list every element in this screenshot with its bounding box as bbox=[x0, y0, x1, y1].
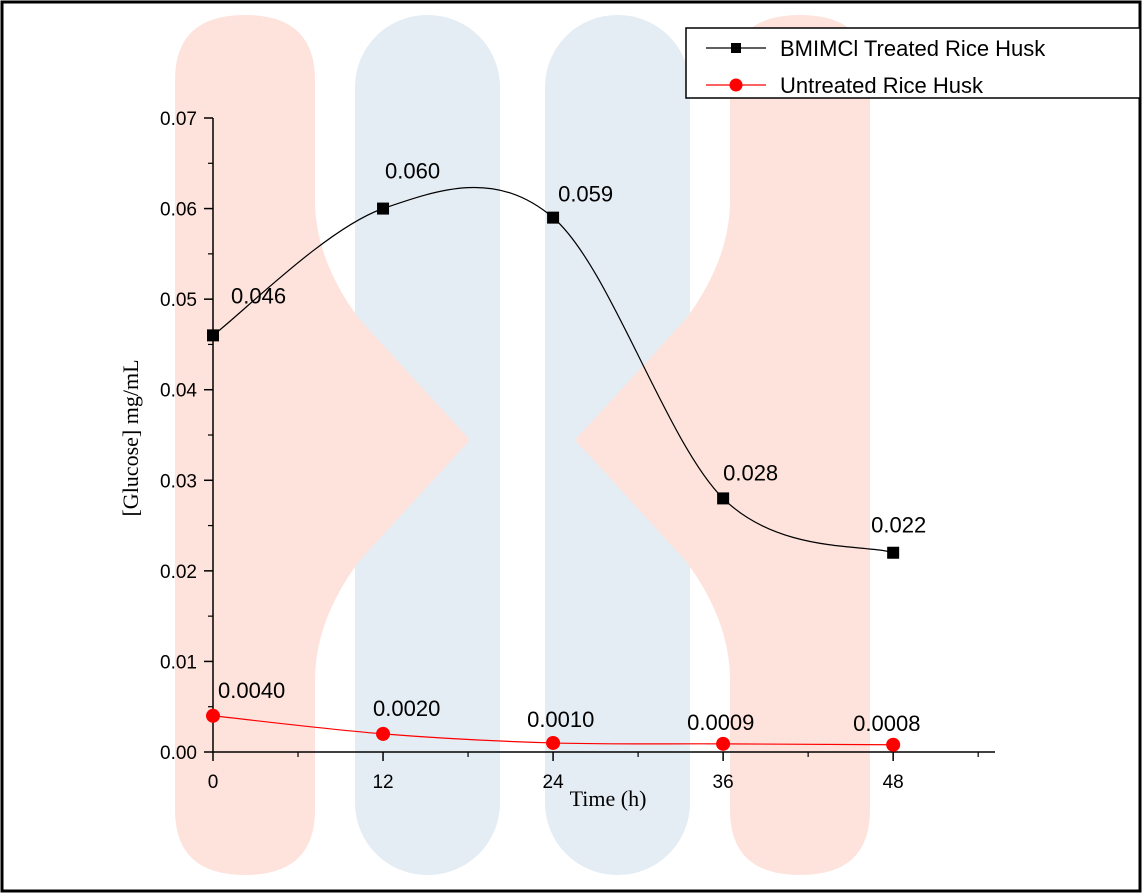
data-label: 0.046 bbox=[231, 283, 286, 308]
data-label: 0.0010 bbox=[527, 707, 594, 732]
data-point-circle bbox=[886, 737, 901, 752]
data-label: 0.059 bbox=[558, 182, 613, 207]
legend-label-series-0: BMIMCl Treated Rice Husk bbox=[780, 36, 1046, 61]
y-tick-label: 0.00 bbox=[160, 743, 197, 764]
series-1: 0.0040 0.0020 0.0010 0.0009 0.0008 bbox=[206, 678, 920, 752]
series-0: 0.046 0.060 0.059 0.028 0.022 bbox=[207, 159, 926, 559]
data-point-square bbox=[547, 211, 560, 224]
data-point-square bbox=[887, 546, 900, 559]
legend-box bbox=[685, 27, 1141, 99]
y-tick-label: 0.01 bbox=[160, 652, 197, 673]
y-tick-label: 0.07 bbox=[160, 109, 197, 130]
axis-ticks bbox=[204, 117, 979, 761]
watermark-k-left bbox=[175, 15, 470, 875]
y-tick-label: 0.02 bbox=[160, 562, 197, 583]
legend: BMIMCl Treated Rice Husk Untreated Rice … bbox=[685, 27, 1141, 99]
legend-label-series-1: Untreated Rice Husk bbox=[780, 73, 984, 98]
y-tick-label: 0.06 bbox=[160, 200, 197, 221]
data-point-circle bbox=[716, 736, 731, 751]
data-point-circle bbox=[206, 708, 220, 723]
tick-labels: 0.00 0.01 0.02 0.03 0.04 0.05 0.06 0.07 0 12 24 36 4… bbox=[160, 109, 904, 793]
y-axis-label: [Glucose] mg/mL bbox=[118, 359, 143, 516]
x-tick-label: 12 bbox=[372, 772, 393, 793]
watermark-k-right bbox=[575, 15, 870, 875]
data-point-circle bbox=[376, 726, 391, 741]
data-point-square bbox=[207, 329, 219, 342]
x-tick-label: 24 bbox=[543, 772, 565, 793]
series-line-0 bbox=[212, 187, 894, 554]
data-label: 0.0009 bbox=[687, 710, 754, 735]
y-tick-label: 0.03 bbox=[160, 471, 197, 492]
data-label: 0.0040 bbox=[218, 678, 285, 703]
data-label: 0.060 bbox=[385, 159, 440, 184]
data-label: 0.0020 bbox=[373, 696, 440, 721]
data-point-circle bbox=[546, 735, 561, 750]
data-label: 0.022 bbox=[871, 513, 926, 538]
data-label: 0.028 bbox=[723, 460, 778, 485]
logo-watermark bbox=[175, 15, 870, 875]
legend-marker-series-1 bbox=[729, 78, 743, 92]
y-tick-label: 0.05 bbox=[160, 290, 197, 311]
legend-marker-series-0 bbox=[731, 43, 741, 53]
data-point-square bbox=[717, 492, 730, 505]
x-tick-label: 0 bbox=[208, 772, 219, 793]
data-label: 0.0008 bbox=[853, 711, 920, 736]
x-tick-label: 36 bbox=[713, 772, 734, 793]
x-axis-label: Time (h) bbox=[570, 786, 647, 811]
data-point-square bbox=[377, 202, 390, 215]
y-tick-label: 0.04 bbox=[160, 381, 197, 402]
x-tick-label: 48 bbox=[883, 772, 904, 793]
